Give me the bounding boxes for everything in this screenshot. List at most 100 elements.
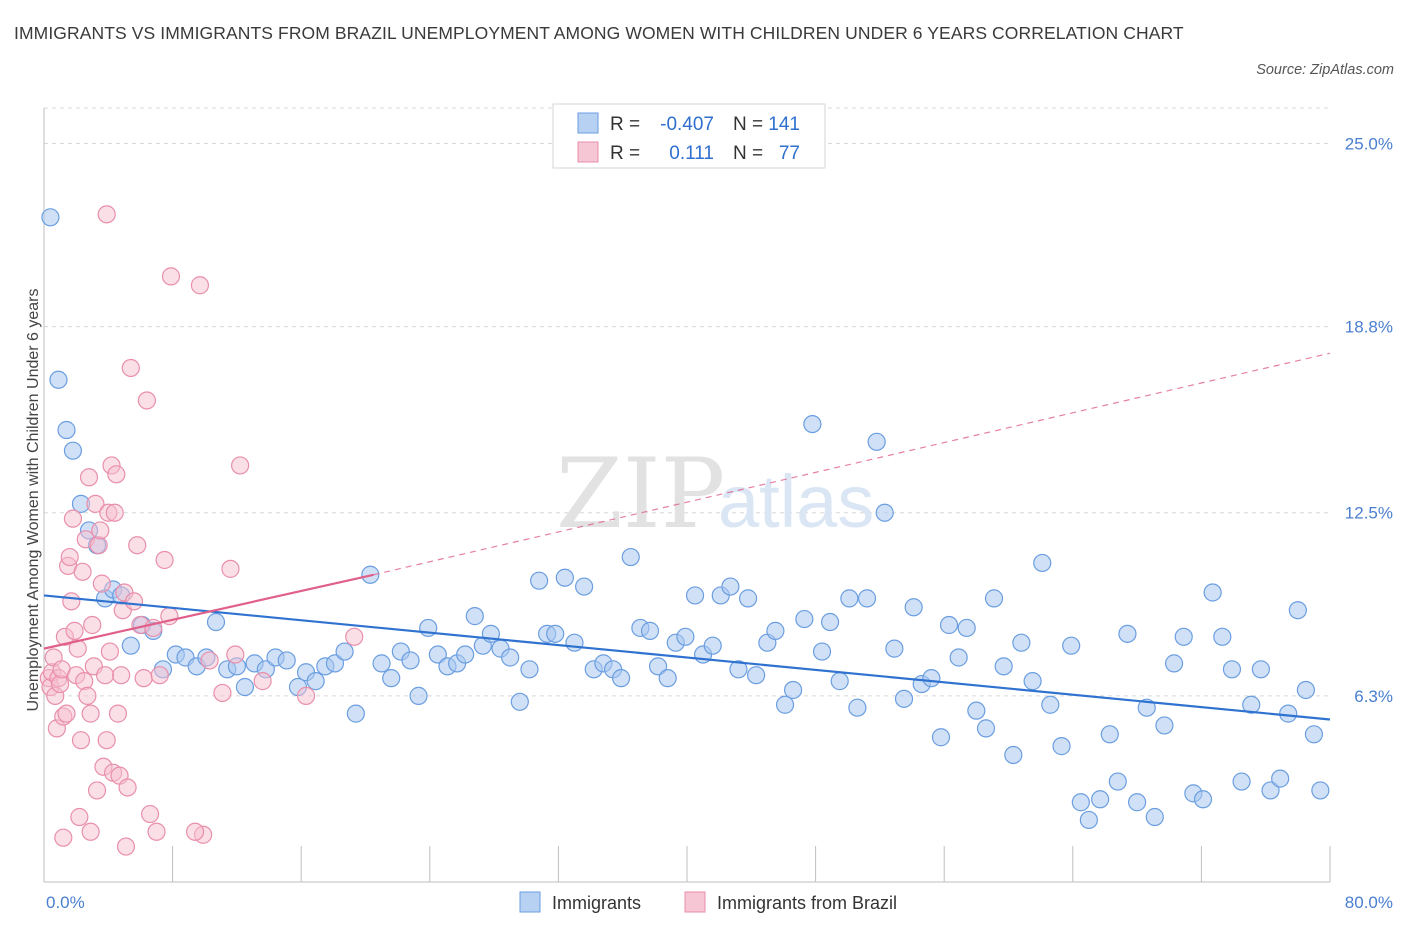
point-immigrants <box>729 660 748 679</box>
point-immigrants <box>820 612 840 632</box>
point-immigrants <box>885 639 904 658</box>
point-immigrants <box>648 657 668 676</box>
point-immigrants <box>1203 583 1222 602</box>
point-brazil <box>137 391 156 410</box>
series-immigrants-points <box>41 208 1330 830</box>
legend-n-value: 77 <box>779 143 800 164</box>
point-immigrants <box>1164 654 1184 673</box>
point-brazil <box>128 536 147 555</box>
point-immigrants <box>49 370 68 389</box>
trend-lines <box>43 352 1331 721</box>
point-brazil <box>108 704 128 723</box>
point-immigrants <box>1100 725 1119 744</box>
point-immigrants <box>1155 716 1174 735</box>
point-immigrants <box>984 589 1004 608</box>
point-immigrants <box>530 571 549 590</box>
point-brazil <box>71 731 91 750</box>
point-immigrants <box>766 621 785 640</box>
point-immigrants <box>335 642 354 661</box>
source-label: Source: ZipAtlas.com <box>1256 62 1394 78</box>
point-brazil <box>83 615 102 635</box>
point-brazil <box>92 574 111 593</box>
point-immigrants <box>1213 627 1232 646</box>
point-immigrants <box>976 719 996 738</box>
point-immigrants <box>830 672 849 691</box>
point-immigrants <box>565 633 584 652</box>
point-immigrants <box>658 669 677 688</box>
point-immigrants <box>1052 737 1071 756</box>
point-immigrants <box>325 654 345 673</box>
point-brazil <box>140 804 160 824</box>
point-immigrants <box>922 669 941 688</box>
point-immigrants <box>1251 660 1270 679</box>
legend-r-value: -0.407 <box>660 114 714 135</box>
y-tick-label: 6.3% <box>1354 687 1393 706</box>
point-brazil <box>155 550 174 570</box>
point-immigrants <box>1012 633 1031 652</box>
point-immigrants <box>703 636 722 655</box>
legend-swatch-brazil <box>577 141 599 163</box>
point-brazil <box>97 731 116 750</box>
point-immigrants <box>401 651 420 670</box>
point-brazil <box>121 358 140 378</box>
point-immigrants <box>346 704 365 723</box>
point-brazil <box>62 592 81 611</box>
tick-labels: 6.3% 12.5% 18.8% 25.0% 0.0% 80.0% <box>46 134 1393 912</box>
point-immigrants <box>857 589 877 608</box>
point-immigrants <box>611 669 631 688</box>
point-brazil <box>186 822 205 841</box>
point-brazil <box>86 494 105 513</box>
bottom-legend-swatch-immigrants <box>519 891 541 913</box>
point-immigrants <box>957 618 976 638</box>
point-immigrants <box>501 648 520 667</box>
point-immigrants <box>840 589 859 608</box>
point-immigrants <box>1271 769 1290 788</box>
y-tick-label: 25.0% <box>1345 134 1393 153</box>
point-brazil <box>57 704 76 723</box>
watermark: ZIP atlas <box>556 438 874 550</box>
point-immigrants <box>676 627 695 646</box>
legend-r-label: R = <box>610 143 640 164</box>
x-tick-label: 0.0% <box>46 893 85 912</box>
point-immigrants <box>382 669 401 688</box>
point-brazil <box>78 686 97 705</box>
point-immigrants <box>721 577 740 596</box>
point-immigrants <box>775 695 795 714</box>
point-immigrants <box>57 420 76 440</box>
point-immigrants <box>621 547 640 567</box>
point-immigrants <box>803 414 822 434</box>
gridlines <box>44 107 1330 697</box>
point-brazil <box>147 822 166 841</box>
point-immigrants <box>685 586 705 605</box>
point-immigrants <box>967 701 986 720</box>
point-brazil <box>81 704 100 723</box>
point-immigrants <box>795 609 814 629</box>
point-immigrants <box>1242 695 1261 714</box>
point-immigrants <box>1127 793 1147 812</box>
point-immigrants <box>575 577 594 596</box>
point-immigrants <box>1023 672 1042 691</box>
trend-line-brazil-dashed <box>373 352 1331 576</box>
y-axis-label: Unemployment Among Women with Children U… <box>25 288 42 711</box>
point-immigrants <box>939 615 959 635</box>
point-immigrants <box>1041 695 1060 714</box>
point-immigrants <box>848 698 867 717</box>
point-brazil <box>60 547 79 567</box>
point-immigrants <box>465 607 484 626</box>
point-immigrants <box>1004 745 1023 765</box>
point-brazil <box>100 642 120 661</box>
point-immigrants <box>812 642 832 661</box>
point-immigrants <box>428 645 447 664</box>
point-immigrants <box>1108 772 1127 791</box>
point-immigrants <box>994 657 1013 676</box>
point-immigrants <box>206 612 226 632</box>
point-immigrants <box>1311 781 1330 800</box>
point-brazil <box>253 672 272 691</box>
point-brazil <box>81 822 100 841</box>
trend-line-brazil <box>43 573 374 650</box>
point-immigrants <box>1033 553 1052 573</box>
point-immigrants <box>63 441 83 460</box>
point-brazil <box>213 683 232 703</box>
point-immigrants <box>783 680 803 700</box>
